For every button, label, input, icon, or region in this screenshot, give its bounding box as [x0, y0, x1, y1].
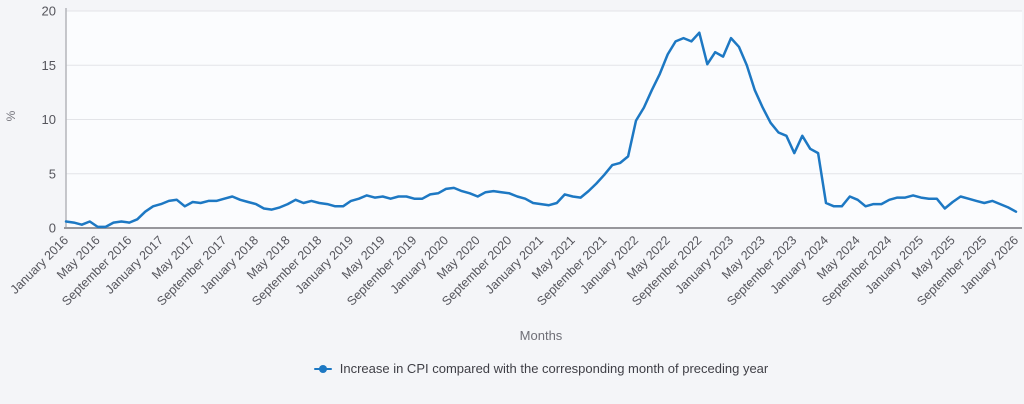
legend-line-marker-icon: [313, 364, 332, 374]
y-tick-label: 15: [42, 58, 56, 73]
cpi-series-line[interactable]: [64, 31, 1018, 229]
legend-label: Increase in CPI compared with the corres…: [339, 361, 769, 376]
legend-item[interactable]: Increase in CPI compared with the corres…: [66, 361, 1016, 376]
y-tick-label: 5: [49, 166, 56, 181]
y-tick-label: 0: [49, 221, 56, 236]
x-axis-title: Months: [519, 328, 563, 343]
y-tick-label: 10: [42, 112, 56, 127]
y-axis-title: %: [4, 110, 18, 122]
y-tick-label: 20: [42, 4, 56, 19]
